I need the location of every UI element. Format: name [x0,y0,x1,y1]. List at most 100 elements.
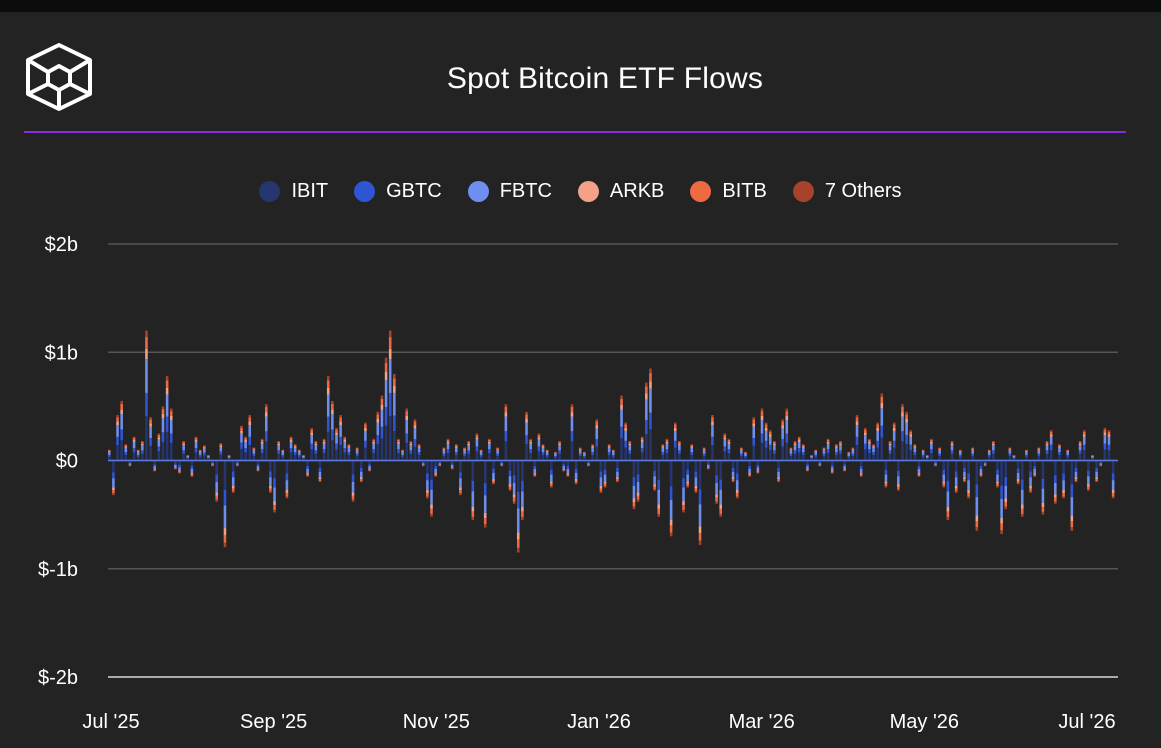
bar-segment-7-others[interactable] [269,491,272,493]
bar-segment-fbtc[interactable] [1058,447,1061,453]
bar-segment-bitb[interactable] [938,448,941,450]
bar-segment-arkb[interactable] [355,449,359,451]
bar-segment-gbtc[interactable] [603,469,607,475]
bar-segment-7-others[interactable] [756,472,760,474]
bar-segment-fbtc[interactable] [669,499,673,520]
bar-segment-fbtc[interactable] [649,388,652,413]
bar-segment-arkb[interactable] [326,387,330,395]
legend-item-fbtc[interactable]: FBTC [467,180,552,203]
bar-segment-gbtc[interactable] [735,473,739,481]
bar-segment-fbtc[interactable] [136,452,140,455]
bar-segment-gbtc[interactable] [806,464,809,467]
bar-segment-7-others[interactable] [186,455,190,456]
bar-segment-ibit[interactable] [694,460,698,472]
bar-segment-ibit[interactable] [1025,456,1028,461]
bar-segment-7-others[interactable] [405,408,408,412]
bar-segment-gbtc[interactable] [273,478,276,488]
bar-segment-arkb[interactable] [322,441,326,444]
bar-segment-ibit[interactable] [917,460,921,467]
bar-segment-arkb[interactable] [992,443,995,446]
bar-segment-bitb[interactable] [1054,497,1057,502]
bar-segment-arkb[interactable] [479,451,483,453]
bar-segment-bitb[interactable] [413,421,417,426]
bar-segment-bitb[interactable] [1049,431,1053,435]
bar-segment-7-others[interactable] [806,470,809,472]
bar-segment-gbtc[interactable] [822,453,826,457]
bar-segment-gbtc[interactable] [521,480,524,492]
bar-segment-bitb[interactable] [1008,448,1012,450]
bar-segment-ibit[interactable] [566,460,570,467]
bar-segment-7-others[interactable] [260,438,264,440]
bar-segment-7-others[interactable] [876,422,879,425]
bar-segment-gbtc[interactable] [450,463,454,465]
bar-segment-7-others[interactable] [1099,465,1103,467]
bar-segment-arkb[interactable] [1004,498,1008,503]
bar-segment-ibit[interactable] [198,456,202,461]
bar-segment-bitb[interactable] [500,465,504,466]
bar-segment-ibit[interactable] [686,460,689,470]
bar-segment-fbtc[interactable] [207,456,210,458]
bar-segment-bitb[interactable] [467,441,470,444]
bar-segment-arkb[interactable] [264,412,268,417]
bar-segment-ibit[interactable] [372,453,375,461]
bar-segment-7-others[interactable] [1066,449,1069,451]
bar-segment-7-others[interactable] [578,447,582,449]
bar-segment-arkb[interactable] [1082,434,1086,437]
bar-segment-7-others[interactable] [624,422,627,425]
bar-segment-7-others[interactable] [938,447,941,449]
bar-segment-fbtc[interactable] [236,463,239,465]
bar-segment-fbtc[interactable] [752,426,756,438]
bar-segment-arkb[interactable] [987,451,991,453]
bar-segment-arkb[interactable] [748,473,751,475]
bar-segment-7-others[interactable] [157,433,161,435]
bar-segment-7-others[interactable] [347,444,351,446]
bar-segment-fbtc[interactable] [694,477,698,486]
bar-segment-arkb[interactable] [963,477,966,480]
bar-segment-bitb[interactable] [190,474,194,476]
bar-segment-fbtc[interactable] [545,452,549,455]
bar-segment-arkb[interactable] [306,473,309,475]
bar-segment-fbtc[interactable] [496,450,499,454]
bar-segment-gbtc[interactable] [537,446,541,452]
bar-segment-bitb[interactable] [744,452,747,454]
bar-segment-7-others[interactable] [413,419,417,422]
bar-segment-arkb[interactable] [768,434,772,437]
bar-segment-gbtc[interactable] [781,439,784,447]
bar-segment-fbtc[interactable] [963,471,966,478]
bar-segment-arkb[interactable] [455,446,458,448]
bar-segment-fbtc[interactable] [211,463,214,465]
bar-segment-arkb[interactable] [293,446,297,448]
bar-segment-7-others[interactable] [591,444,594,446]
bar-segment-ibit[interactable] [587,460,590,463]
bar-segment-gbtc[interactable] [488,449,491,454]
bar-segment-ibit[interactable] [649,429,652,461]
bar-segment-7-others[interactable] [529,438,532,440]
bar-segment-7-others[interactable] [442,447,446,449]
bar-segment-arkb[interactable] [508,484,512,487]
bar-segment-ibit[interactable] [550,460,553,470]
bar-segment-fbtc[interactable] [1095,471,1098,478]
bar-segment-ibit[interactable] [562,460,565,465]
bar-segment-7-others[interactable] [777,481,780,483]
bar-segment-fbtc[interactable] [475,439,479,447]
bar-segment-fbtc[interactable] [992,445,995,451]
bar-segment-7-others[interactable] [653,489,656,491]
bar-segment-fbtc[interactable] [793,445,797,451]
bar-segment-arkb[interactable] [814,451,817,453]
bar-segment-ibit[interactable] [116,445,119,461]
bar-segment-gbtc[interactable] [397,449,400,454]
bar-segment-7-others[interactable] [550,486,553,488]
bar-segment-gbtc[interactable] [434,466,437,469]
bar-segment-gbtc[interactable] [442,453,446,457]
bar-segment-7-others[interactable] [1111,496,1115,499]
bar-segment-ibit[interactable] [1012,458,1016,461]
bar-segment-fbtc[interactable] [529,443,532,450]
bar-segment-arkb[interactable] [1099,464,1103,466]
bar-segment-gbtc[interactable] [694,471,698,478]
bar-segment-fbtc[interactable] [946,491,950,507]
bar-segment-fbtc[interactable] [450,465,454,468]
bar-segment-arkb[interactable] [764,427,768,431]
bar-segment-gbtc[interactable] [715,475,718,484]
bar-segment-bitb[interactable] [707,467,710,469]
bar-segment-7-others[interactable] [533,475,537,477]
